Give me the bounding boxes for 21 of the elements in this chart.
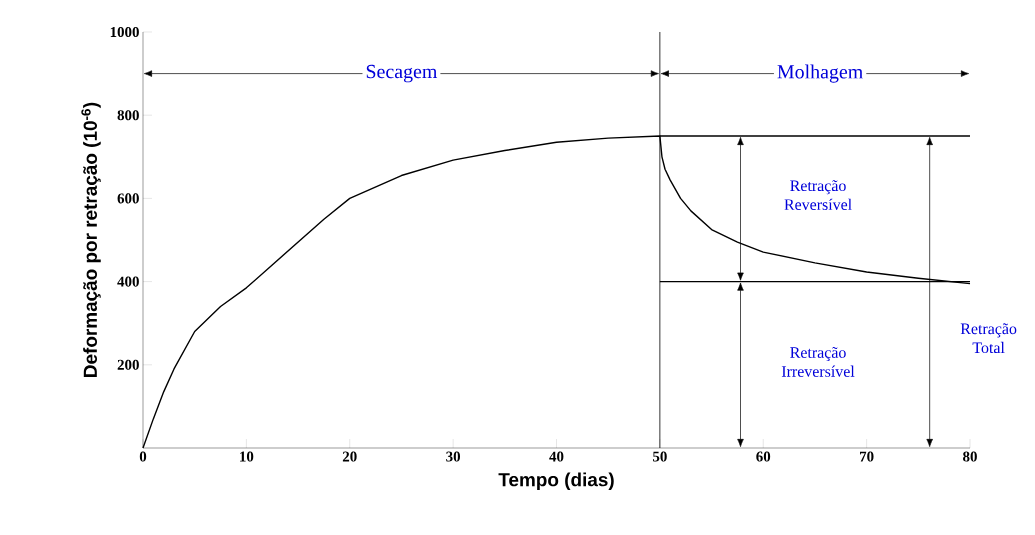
annotation: Retração Total [960,323,1017,354]
x-tick-label: 0 [139,451,147,462]
y-axis-title: Deformação por retração (10$^{-6}$) [81,102,101,377]
x-tick-label: 20 [342,451,357,462]
y-tick-label: 200 [117,359,139,370]
y-tick-label: 800 [117,110,139,121]
y-tick-label: 600 [117,193,139,204]
annotation: Secagem [366,64,438,83]
annotation: Molhagem [777,64,863,83]
y-tick-label: 1000 [110,26,139,38]
x-tick-label: 80 [963,451,977,462]
y-tick-label: 400 [117,276,139,287]
x-tick-label: 10 [240,451,254,462]
annotation: Retração Irreversível [781,346,855,377]
x-tick-label: 60 [756,451,771,462]
annotation: Retração Reversível [784,180,852,210]
x-tick-label: 30 [446,451,461,462]
x-tick-label: 70 [860,451,874,462]
x-tick-label: 40 [549,451,564,462]
x-axis-title: Tempo (dias) [498,472,614,491]
x-tick-label: 50 [653,451,667,462]
